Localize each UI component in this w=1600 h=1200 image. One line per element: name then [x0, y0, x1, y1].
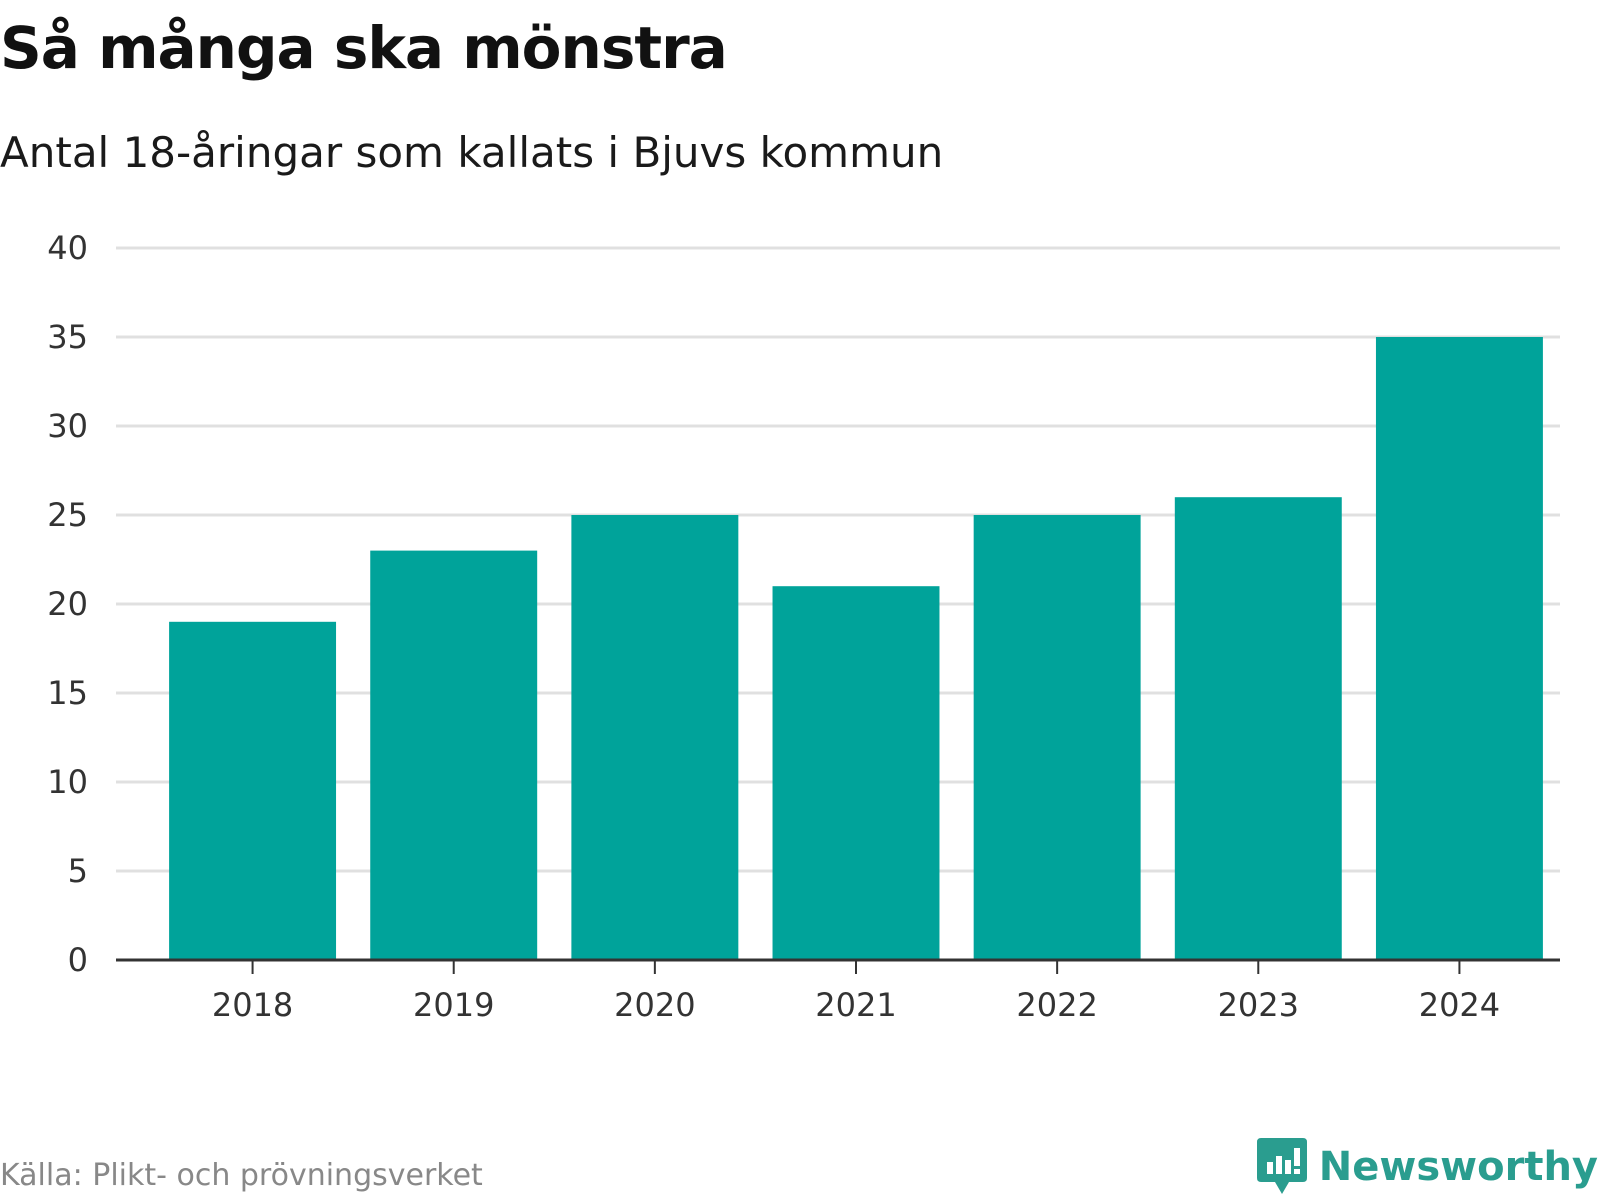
- bar-2021: [772, 586, 940, 960]
- x-tick-label: 2020: [614, 986, 695, 1024]
- x-tick-label: 2018: [212, 986, 293, 1024]
- x-tick-label: 2021: [815, 986, 896, 1024]
- y-tick-label: 0: [68, 941, 88, 979]
- y-tick-label: 40: [47, 229, 88, 267]
- bar-2024: [1375, 337, 1543, 960]
- y-tick-label: 35: [47, 318, 88, 356]
- y-tick-label: 20: [47, 585, 88, 623]
- x-tick-label: 2023: [1218, 986, 1299, 1024]
- brand-logo: Newsworthy: [1256, 1138, 1598, 1196]
- bar-chart: 0 5 10 15 20 25 30 35 40 2018 2019 2020 2021 2022 202…: [47, 229, 1560, 1024]
- bar-2019: [370, 550, 538, 960]
- x-axis-tick-labels: 2018 2019 2020 2021 2022 2023 2024: [212, 986, 1500, 1024]
- x-tick-label: 2019: [413, 986, 494, 1024]
- y-tick-label: 10: [47, 763, 88, 801]
- y-tick-label: 25: [47, 496, 88, 534]
- chart-title: Så många ska mönstra: [0, 14, 728, 82]
- bars: [169, 337, 1543, 960]
- y-axis-tick-labels: 0 5 10 15 20 25 30 35 40: [47, 229, 88, 979]
- bar-2023: [1174, 497, 1342, 960]
- x-tick-label: 2024: [1419, 986, 1500, 1024]
- y-tick-label: 30: [47, 407, 88, 445]
- x-axis: [116, 958, 1560, 974]
- source-note: Källa: Plikt- och prövningsverket: [0, 1158, 483, 1193]
- chart-subtitle: Antal 18-åringar som kallats i Bjuvs kom…: [0, 128, 944, 177]
- y-tick-label: 15: [47, 674, 88, 712]
- y-tick-label: 5: [68, 852, 88, 890]
- bar-2022: [973, 515, 1141, 960]
- bar-2020: [571, 515, 739, 960]
- newsworthy-logo-icon: [1256, 1138, 1307, 1194]
- brand-name: Newsworthy: [1318, 1144, 1598, 1190]
- bar-2018: [169, 621, 337, 960]
- x-tick-label: 2022: [1016, 986, 1097, 1024]
